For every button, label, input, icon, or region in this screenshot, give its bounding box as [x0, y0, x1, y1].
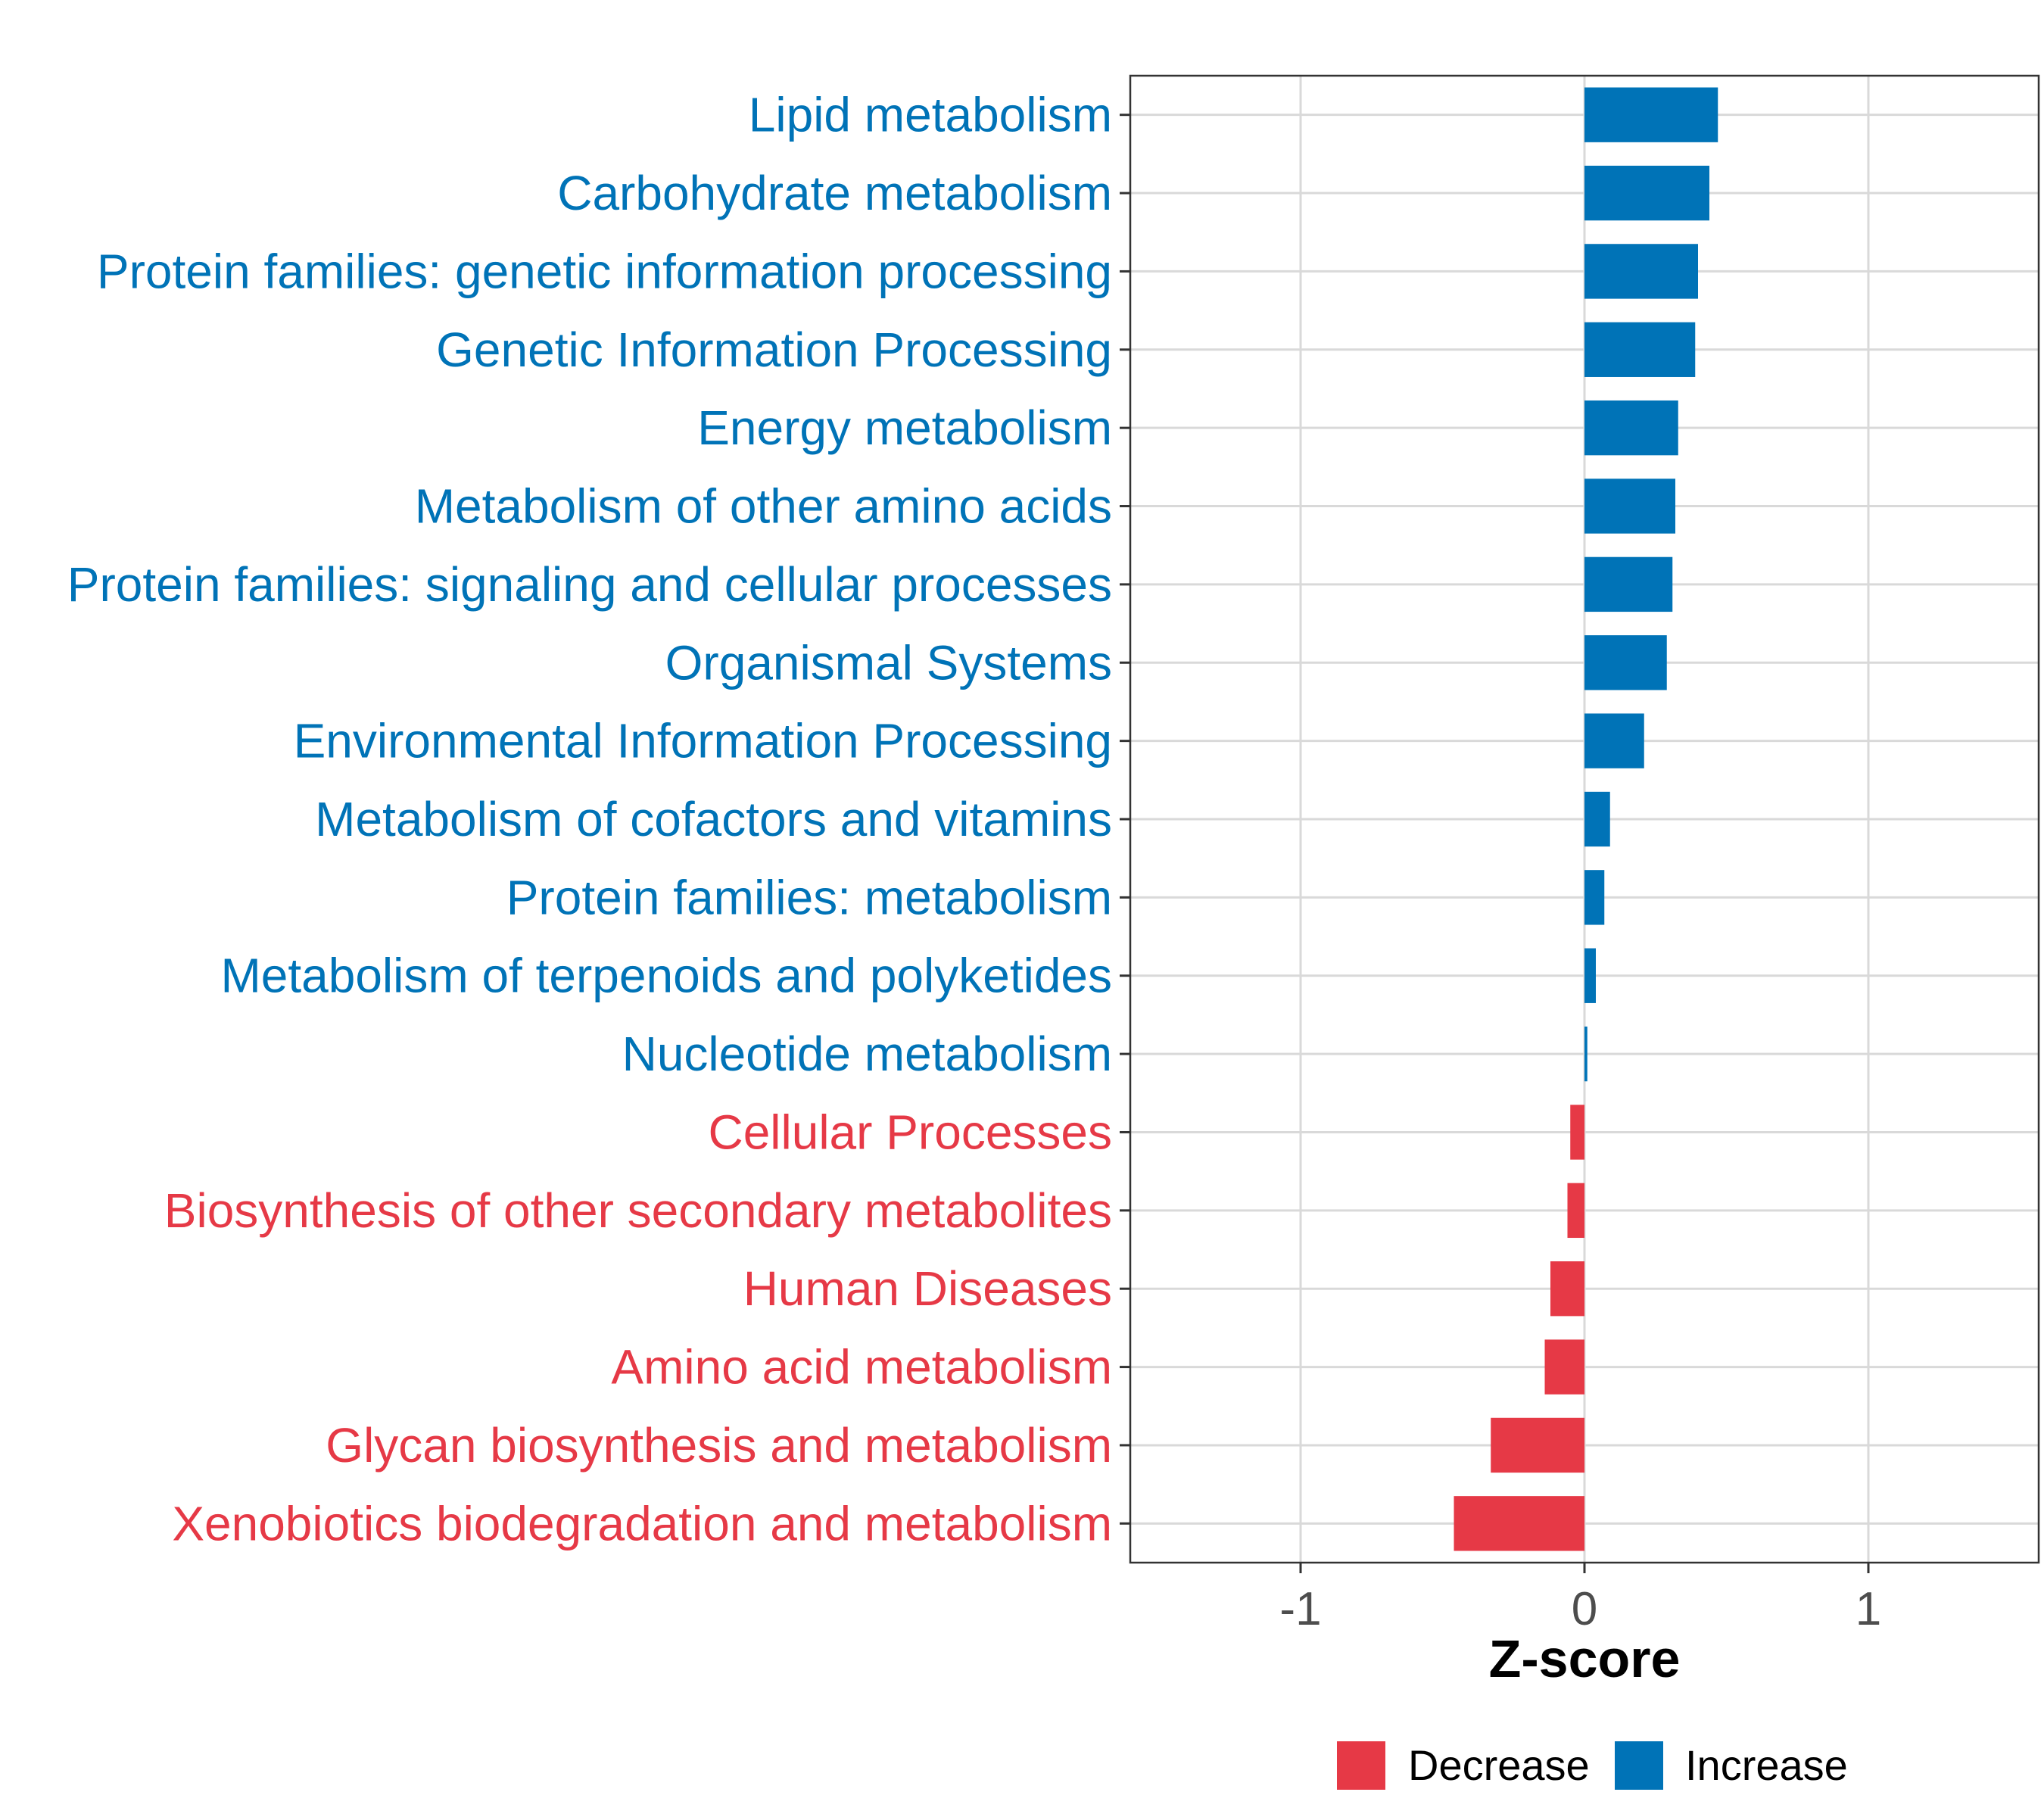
bar — [1584, 87, 1718, 142]
bar — [1567, 1183, 1584, 1239]
bar — [1570, 1105, 1584, 1160]
category-label: Glycan biosynthesis and metabolism — [326, 1418, 1112, 1473]
legend-key-increase — [1615, 1741, 1663, 1790]
category-label: Protein families: metabolism — [506, 870, 1112, 924]
category-label: Biosynthesis of other secondary metaboli… — [164, 1183, 1112, 1238]
x-tick-label: 0 — [1572, 1583, 1597, 1635]
category-label: Amino acid metabolism — [611, 1340, 1112, 1395]
legend: Decrease Increase — [1337, 1741, 1848, 1790]
x-tick-label: -1 — [1279, 1583, 1321, 1635]
x-tick-label: 1 — [1855, 1583, 1881, 1635]
bar — [1544, 1339, 1584, 1395]
category-label: Metabolism of other amino acids — [415, 479, 1112, 534]
bar — [1550, 1261, 1584, 1317]
bar — [1584, 635, 1667, 690]
category-label: Protein families: signaling and cellular… — [67, 557, 1112, 612]
category-label: Lipid metabolism — [749, 88, 1112, 142]
legend-label-decrease: Decrease — [1408, 1741, 1590, 1789]
bar — [1584, 322, 1696, 377]
category-label: Nucleotide metabolism — [622, 1027, 1112, 1081]
category-label: Energy metabolism — [697, 400, 1112, 455]
category-label: Metabolism of cofactors and vitamins — [315, 792, 1112, 846]
bar — [1584, 400, 1678, 456]
category-label: Environmental Information Processing — [294, 714, 1112, 768]
bar — [1491, 1417, 1584, 1473]
category-label: Genetic Information Processing — [436, 323, 1112, 377]
category-label: Protein families: genetic information pr… — [97, 244, 1112, 298]
legend-label-increase: Increase — [1685, 1741, 1848, 1789]
bar — [1584, 165, 1709, 221]
bar — [1584, 1026, 1588, 1082]
bar — [1584, 556, 1673, 612]
category-label: Xenobiotics biodegradation and metabolis… — [172, 1496, 1112, 1551]
x-axis-title: Z-score — [1489, 1629, 1681, 1688]
bar — [1584, 244, 1698, 299]
bar — [1584, 870, 1605, 925]
category-label: Human Diseases — [743, 1261, 1112, 1316]
bar — [1584, 948, 1596, 1003]
bar — [1584, 791, 1610, 847]
bar — [1454, 1496, 1584, 1551]
category-label: Cellular Processes — [708, 1105, 1112, 1159]
legend-key-decrease — [1337, 1741, 1385, 1790]
category-label: Organismal Systems — [665, 635, 1112, 690]
category-label: Carbohydrate metabolism — [557, 166, 1112, 220]
bar — [1584, 713, 1644, 768]
category-label: Metabolism of terpenoids and polyketides — [220, 949, 1112, 1003]
bar — [1584, 478, 1675, 534]
